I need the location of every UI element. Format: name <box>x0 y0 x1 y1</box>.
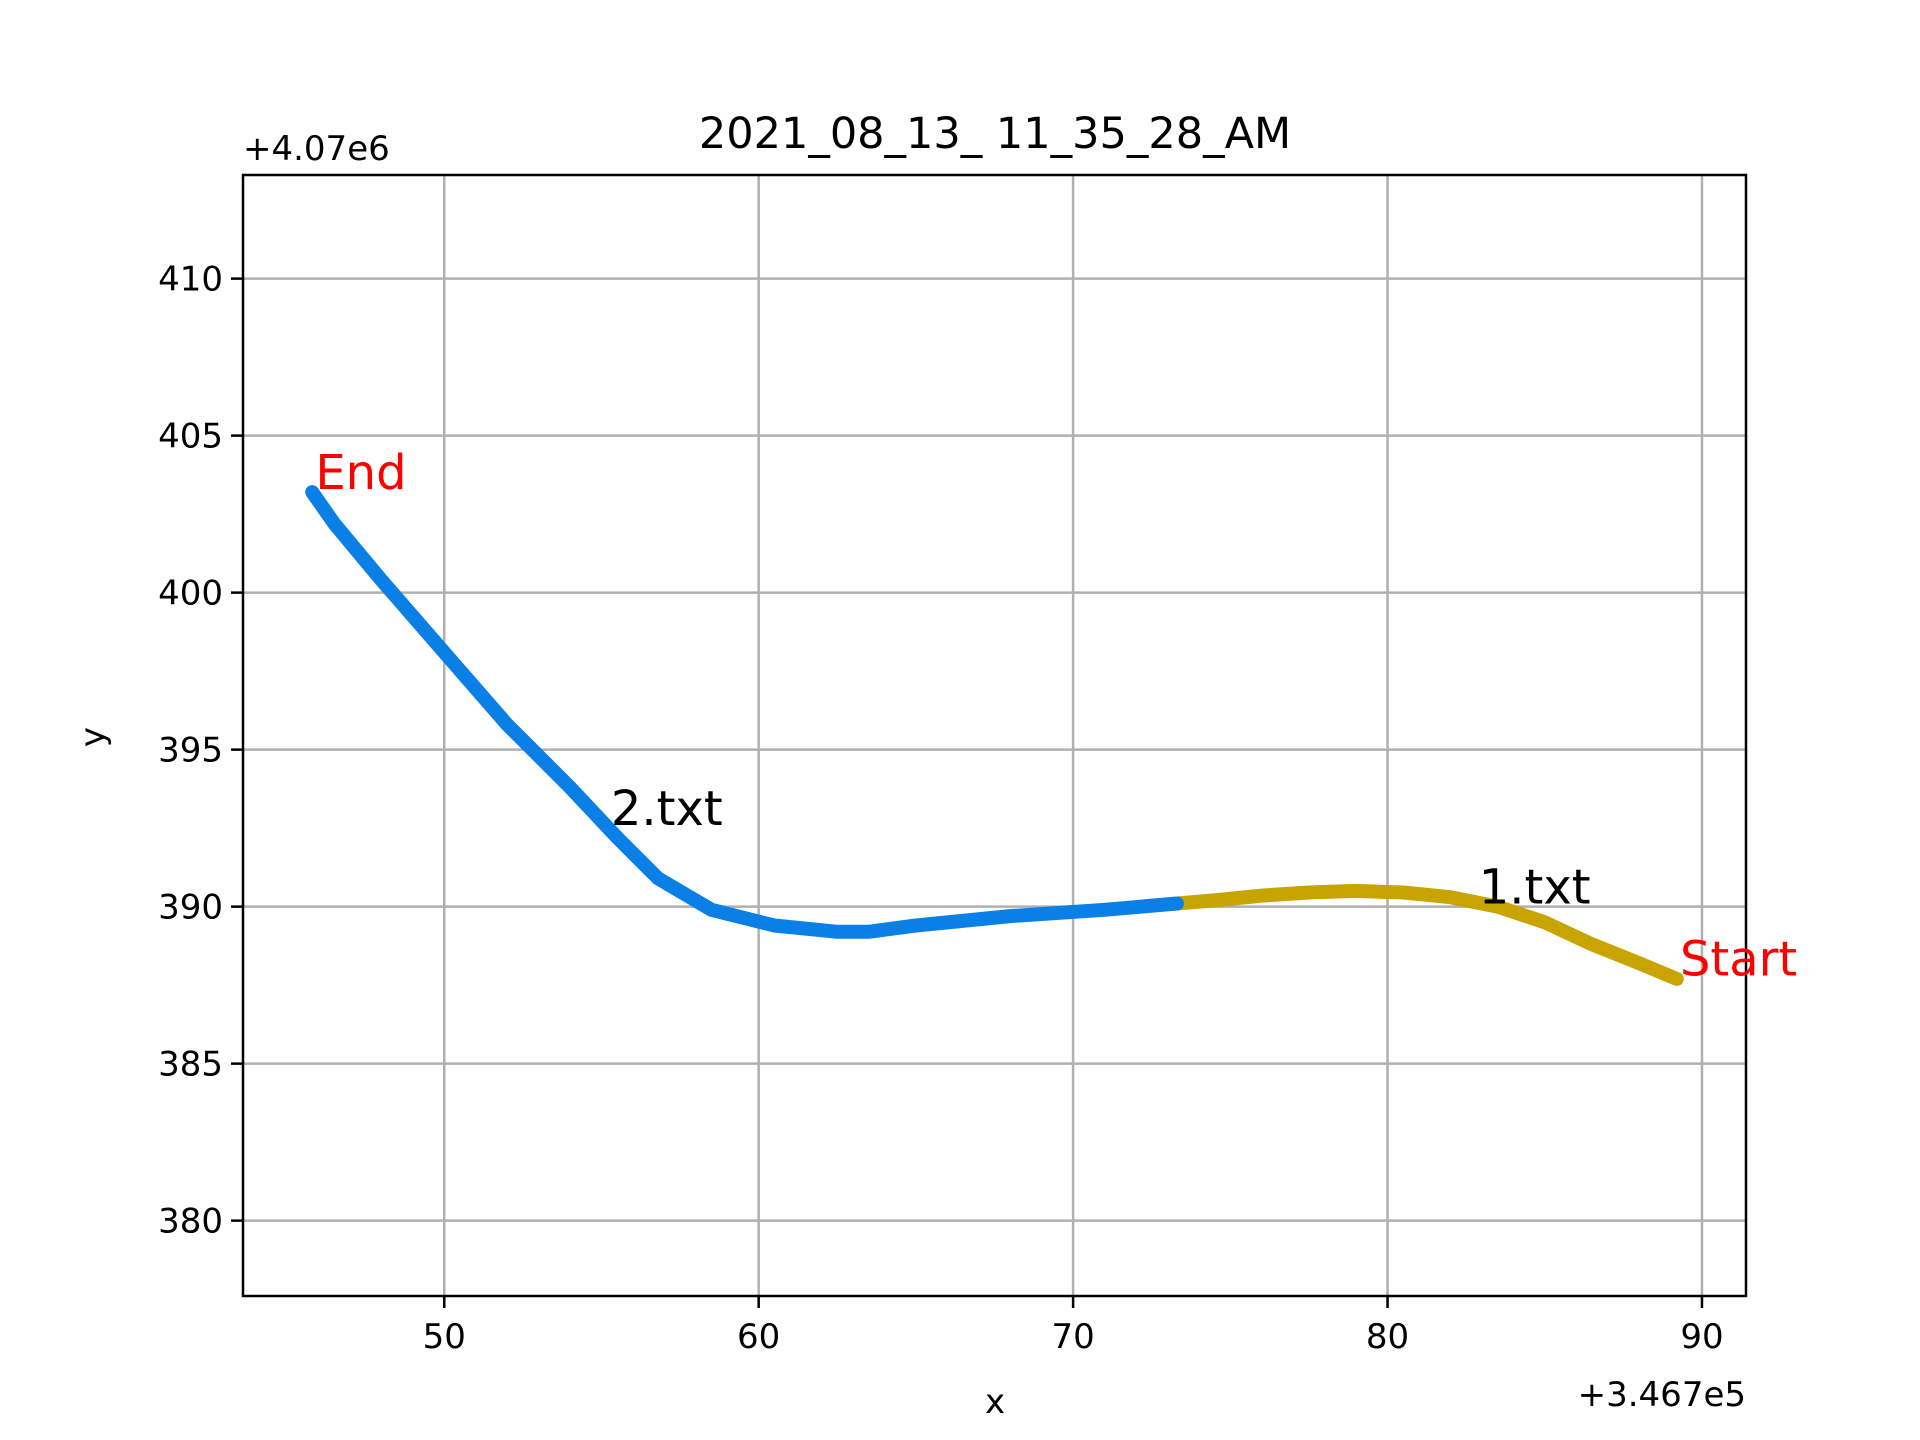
series-line-1 <box>1169 883 1684 986</box>
annotation-end: End <box>315 445 406 501</box>
y-tick-label: 410 <box>158 260 223 300</box>
annotation-1-txt: 1.txt <box>1479 859 1591 915</box>
y-tick-label: 395 <box>158 731 223 771</box>
chart-title: 2021_08_13_ 11_35_28_AM <box>699 109 1291 159</box>
y-axis-label: y <box>73 727 113 747</box>
ticks: 50 60 70 80 90 380 385 390 395 400 405 410 <box>158 260 1724 1357</box>
x-tick-label: 90 <box>1680 1317 1723 1357</box>
x-offset-label: +3.467e5 <box>1578 1375 1746 1415</box>
x-tick-label: 80 <box>1366 1317 1409 1357</box>
y-offset-label: +4.07e6 <box>243 129 390 169</box>
grid <box>243 175 1746 1296</box>
annotation-start: Start <box>1680 932 1797 988</box>
plot-frame <box>241 173 1748 1298</box>
series-line-2 <box>305 485 1184 939</box>
x-axis-label: x <box>985 1382 1005 1422</box>
x-tick-label: 70 <box>1051 1317 1094 1357</box>
annotation-2-txt: 2.txt <box>611 781 723 837</box>
series-group <box>305 485 1684 986</box>
x-tick-label: 50 <box>423 1317 466 1357</box>
annotations: Start End 1.txt 2.txt <box>315 445 1797 988</box>
y-tick-label: 390 <box>158 888 223 928</box>
y-tick-label: 405 <box>158 417 223 457</box>
y-tick-label: 400 <box>158 574 223 614</box>
y-tick-label: 380 <box>158 1202 223 1242</box>
y-tick-label: 385 <box>158 1045 223 1085</box>
x-tick-label: 60 <box>737 1317 780 1357</box>
